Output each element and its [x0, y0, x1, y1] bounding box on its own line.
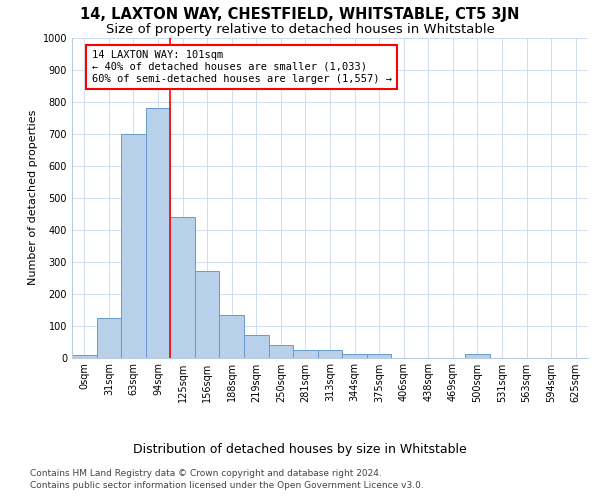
- Bar: [342, 354, 367, 358]
- Bar: [367, 354, 391, 358]
- Bar: [244, 335, 269, 357]
- Text: Contains public sector information licensed under the Open Government Licence v3: Contains public sector information licen…: [30, 481, 424, 490]
- Y-axis label: Number of detached properties: Number of detached properties: [28, 110, 38, 285]
- Bar: [146, 108, 170, 358]
- Text: Contains HM Land Registry data © Crown copyright and database right 2024.: Contains HM Land Registry data © Crown c…: [30, 468, 382, 477]
- Bar: [170, 216, 195, 358]
- Text: 14 LAXTON WAY: 101sqm
← 40% of detached houses are smaller (1,033)
60% of semi-d: 14 LAXTON WAY: 101sqm ← 40% of detached …: [92, 50, 392, 84]
- Bar: [318, 350, 342, 358]
- Text: 14, LAXTON WAY, CHESTFIELD, WHITSTABLE, CT5 3JN: 14, LAXTON WAY, CHESTFIELD, WHITSTABLE, …: [80, 8, 520, 22]
- Bar: [195, 271, 220, 358]
- Bar: [72, 355, 97, 358]
- Text: Size of property relative to detached houses in Whitstable: Size of property relative to detached ho…: [106, 22, 494, 36]
- Bar: [97, 318, 121, 358]
- Bar: [269, 344, 293, 358]
- Bar: [220, 316, 244, 358]
- Text: Distribution of detached houses by size in Whitstable: Distribution of detached houses by size …: [133, 442, 467, 456]
- Bar: [465, 354, 490, 358]
- Bar: [121, 134, 146, 358]
- Bar: [293, 350, 318, 358]
